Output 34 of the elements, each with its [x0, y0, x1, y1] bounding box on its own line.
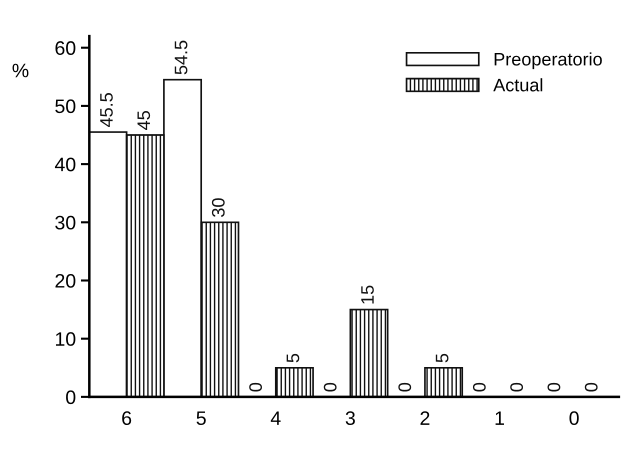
data-label: 0 — [584, 382, 598, 392]
data-label: 0 — [472, 382, 486, 392]
y-tick-label: 40 — [54, 158, 76, 172]
y-tick-label: 50 — [55, 99, 76, 114]
data-label: 54.5 — [174, 40, 188, 74]
x-tick-label: 0 — [569, 411, 579, 426]
x-tick-label: 3 — [346, 411, 355, 426]
legend-label: Actual — [493, 78, 542, 92]
data-label: 0 — [510, 382, 524, 392]
data-label: 0 — [249, 382, 262, 392]
y-axis-title: % — [12, 64, 28, 78]
data-label: 0 — [548, 382, 560, 392]
x-tick-label: 2 — [420, 411, 430, 425]
data-label: 5 — [436, 354, 448, 362]
bar — [424, 366, 464, 397]
data-label: 45 — [138, 111, 150, 130]
y-tick-label: 10 — [56, 332, 76, 346]
x-tick-label: 1 — [496, 411, 504, 425]
data-label: 45.5 — [100, 93, 113, 128]
x-tick-label: 4 — [270, 411, 281, 425]
x-tick-label: 5 — [196, 411, 206, 426]
data-label: 0 — [324, 382, 337, 392]
data-label: 0 — [398, 382, 412, 392]
data-label: 15 — [361, 286, 374, 304]
y-tick-label: 60 — [55, 41, 76, 55]
bar — [274, 366, 314, 397]
data-label: 30 — [212, 198, 225, 217]
legend-label: Preoperatorio — [494, 52, 602, 70]
bar — [350, 308, 388, 397]
y-tick-label: 0 — [66, 390, 76, 404]
y-tick-label: 20 — [55, 274, 76, 288]
data-label: 5 — [286, 354, 300, 362]
y-tick-label: 30 — [55, 216, 76, 230]
x-tick-label: 6 — [122, 411, 132, 426]
